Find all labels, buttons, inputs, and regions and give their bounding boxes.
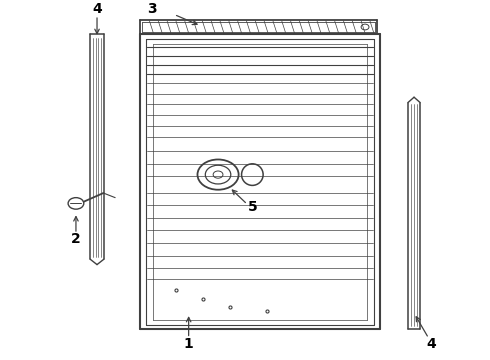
Text: 5: 5 <box>247 200 257 214</box>
Text: 3: 3 <box>147 2 157 16</box>
Text: 1: 1 <box>184 337 194 351</box>
Text: 2: 2 <box>71 233 81 246</box>
Text: 4: 4 <box>92 2 102 16</box>
Text: 4: 4 <box>426 337 436 351</box>
